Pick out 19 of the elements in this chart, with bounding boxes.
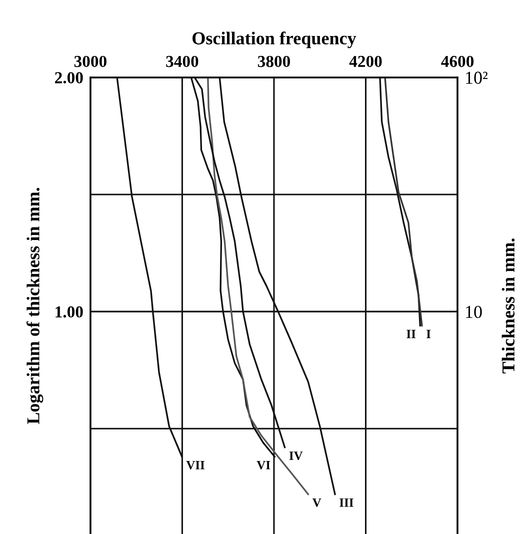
- series-label: III: [340, 498, 354, 507]
- series-label: I: [426, 330, 431, 338]
- x-tick-label: 4600: [441, 56, 474, 68]
- series-label: VII: [186, 461, 204, 470]
- series-label: II: [406, 330, 416, 338]
- x-tick-label: 3000: [74, 56, 106, 68]
- series-label: VI: [256, 461, 270, 470]
- x-axis-title: Oscillation frequency: [192, 32, 356, 48]
- x-tick-label: 4200: [349, 56, 382, 68]
- y2-tick-label: 10: [466, 306, 482, 318]
- series-label: IV: [289, 452, 303, 460]
- y2-tick-label: 10²: [466, 72, 488, 84]
- y-tick-label: 1.00: [56, 306, 83, 318]
- x-tick-label: 3400: [166, 56, 198, 68]
- y2-axis-title: Thickness in mm.: [502, 238, 515, 374]
- x-tick-label: 3800: [258, 56, 290, 68]
- y-tick-label: 2.00: [55, 72, 83, 84]
- series-label: V: [312, 498, 322, 507]
- y-axis-title: Logarithm of thickness in mm.: [26, 188, 44, 424]
